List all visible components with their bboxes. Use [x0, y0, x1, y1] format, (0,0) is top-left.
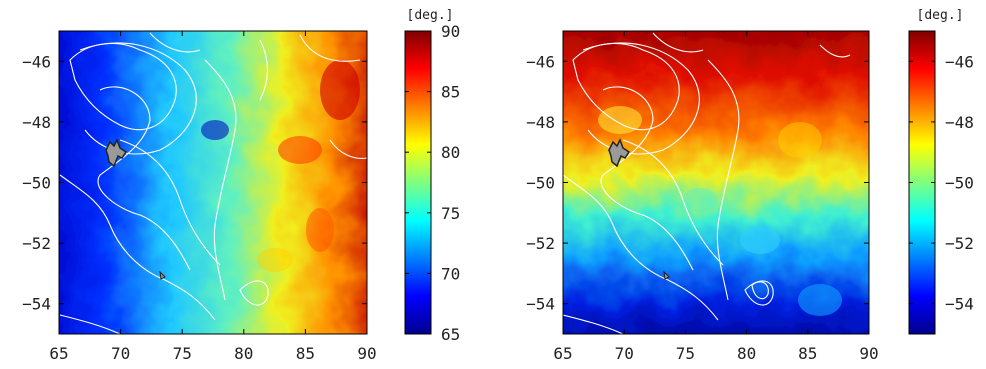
colorbar-tick-label: 65	[441, 325, 460, 344]
colorbar-tick-label: 80	[441, 143, 460, 162]
island-marker	[608, 138, 631, 168]
left-colorbar	[404, 30, 432, 335]
y-tick-label: −50	[526, 174, 555, 193]
colorbar-tick-label: −50	[945, 174, 974, 193]
right-colorbar-unit: [deg.]	[917, 8, 964, 23]
y-tick-label: −54	[526, 295, 555, 314]
x-tick-label: 70	[111, 344, 130, 363]
x-tick-label: 90	[859, 344, 878, 363]
y-tick-label: −52	[22, 234, 51, 253]
right-heatmap	[563, 31, 869, 334]
left-colorbar-unit: [deg.]	[407, 8, 454, 23]
right-colorbar-ticks: −46 −48 −50 −52 −54	[909, 52, 974, 314]
colorbar-tick-label: 90	[441, 22, 460, 41]
colorbar-tick-label: −48	[945, 113, 974, 132]
small-island-marker	[663, 270, 670, 280]
x-tick-label: 90	[357, 344, 376, 363]
x-tick-label: 75	[173, 344, 192, 363]
x-tick-label: 65	[49, 344, 68, 363]
x-tick-label: 85	[296, 344, 315, 363]
island-marker	[105, 138, 128, 168]
left-colorbar-ticks: 65 70 75 80 85 90	[405, 22, 460, 344]
x-tick-label: 75	[676, 344, 695, 363]
y-tick-label: −46	[526, 52, 555, 71]
small-island-marker	[159, 270, 166, 280]
x-tick-label: 65	[553, 344, 572, 363]
right-axes: 65 70 75 80 85 90 −46 −48 −50 −52 −54	[526, 31, 879, 363]
colorbar-tick-label: 70	[441, 264, 460, 283]
right-panel: 65 70 75 80 85 90 −46 −48 −50 −52 −54 −46 −48 −50 −52…	[526, 8, 974, 363]
left-contours	[59, 32, 367, 334]
x-tick-label: 80	[737, 344, 756, 363]
colorbar-tick-label: 75	[441, 204, 460, 223]
x-tick-label: 70	[615, 344, 634, 363]
left-heatmap	[59, 31, 367, 334]
left-panel: 65 70 75 80 85 90 −46 −48 −50 −52 −54 65 70 75 80 85 90…	[22, 8, 460, 363]
left-axes: 65 70 75 80 85 90 −46 −48 −50 −52 −54	[22, 31, 377, 363]
y-tick-label: −54	[22, 295, 51, 314]
y-tick-label: −48	[526, 113, 555, 132]
y-tick-label: −52	[526, 234, 555, 253]
right-colorbar	[908, 30, 936, 335]
colorbar-tick-label: −54	[945, 295, 974, 314]
x-tick-label: 85	[798, 344, 817, 363]
colorbar-tick-label: −46	[945, 52, 974, 71]
colorbar-tick-label: 85	[441, 83, 460, 102]
x-tick-label: 80	[234, 344, 253, 363]
y-tick-label: −48	[22, 113, 51, 132]
colorbar-tick-label: −52	[945, 234, 974, 253]
y-tick-label: −50	[22, 174, 51, 193]
right-contours	[563, 32, 851, 334]
y-tick-label: −46	[22, 52, 51, 71]
